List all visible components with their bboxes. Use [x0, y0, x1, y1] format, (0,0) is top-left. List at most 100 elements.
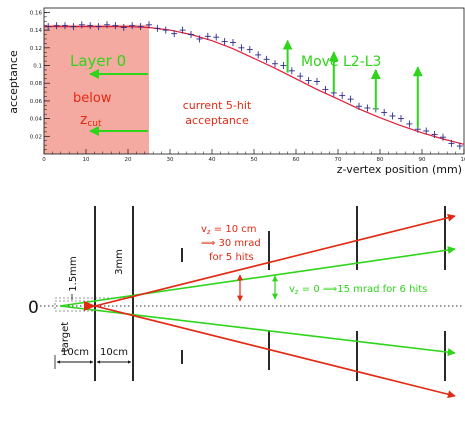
data-point	[305, 77, 312, 85]
data-point	[45, 23, 52, 31]
zcut-shaded-region	[44, 24, 149, 155]
red-track-label-2: ⟹ 30 mrad	[201, 238, 261, 249]
data-point	[448, 139, 455, 147]
data-point	[347, 95, 354, 103]
y-tick-label: 0.04	[30, 117, 43, 123]
data-point	[196, 35, 203, 43]
red-vertex-marker	[84, 301, 96, 311]
data-point	[246, 46, 253, 54]
data-point	[272, 60, 278, 68]
layer-geometry-diagram: 0 target 1.5mm 3mm 10cm 10cm vz = 10 cm …	[28, 206, 462, 399]
data-point	[238, 44, 245, 52]
data-point	[62, 22, 68, 30]
zcut-sub: cut	[87, 119, 102, 129]
y-tick-label: 0.06	[30, 99, 43, 105]
data-point	[188, 31, 194, 39]
acceptance-fit-curve	[44, 26, 465, 145]
origin-label: 0	[28, 298, 39, 318]
x-tick-label: 0	[42, 157, 46, 163]
data-point	[364, 104, 371, 112]
data-point	[146, 21, 152, 29]
data-point	[381, 108, 388, 116]
data-point	[322, 85, 329, 93]
x-tick-label: 80	[377, 157, 384, 163]
data-point	[440, 133, 446, 141]
data-point	[389, 112, 396, 120]
data-point	[406, 120, 413, 128]
move-layers-label: Move L2-L3	[301, 54, 381, 70]
data-point	[137, 23, 144, 31]
x-tick-label: 90	[419, 157, 426, 163]
dim-3mm-label: 3mm	[114, 249, 125, 275]
data-point	[162, 26, 169, 34]
x-tick-label: 40	[209, 157, 216, 163]
green-vz-main: v	[289, 284, 295, 295]
zcut-main: z	[80, 112, 87, 128]
below-label: below	[73, 91, 112, 106]
data-point	[213, 33, 220, 41]
data-point	[120, 23, 127, 31]
data-point	[423, 127, 430, 135]
x-tick-label: 10	[83, 157, 90, 163]
y-tick-label: 0.12	[30, 46, 42, 52]
data-point	[204, 32, 211, 40]
x-axis-label: z-vertex position (mm)	[337, 163, 462, 176]
data-point	[288, 67, 295, 75]
x-tick-label: 30	[167, 157, 174, 163]
data-point	[280, 62, 287, 70]
red-track-label-1: vz = 10 cm	[201, 224, 257, 236]
zcut-label: zcut	[80, 112, 102, 129]
data-point	[87, 22, 94, 30]
data-point	[154, 24, 161, 32]
y-tick-label: 0.14	[30, 28, 43, 34]
data-points	[45, 21, 463, 150]
y-tick-label: 0.02	[30, 134, 42, 140]
green-vz-sub: z	[295, 288, 299, 296]
red-track-upper	[94, 213, 456, 307]
data-point	[112, 22, 119, 30]
data-point	[297, 72, 304, 80]
y-tick-label: 0.16	[30, 10, 43, 16]
x-tick-label: 50	[251, 157, 258, 163]
data-point	[456, 142, 463, 150]
data-point	[356, 102, 362, 110]
current-acceptance-label-2: acceptance	[185, 114, 249, 127]
x-tick-label: 20	[125, 157, 132, 163]
data-point	[339, 92, 346, 100]
green-track-upper	[59, 246, 456, 307]
target-label: target	[60, 322, 71, 352]
data-point	[179, 26, 186, 34]
data-point	[398, 115, 404, 123]
y-axis-label: acceptance	[7, 50, 20, 114]
green-vz-rest: = 0 ⟹15 mrad for 6 hits	[299, 284, 428, 295]
data-point	[129, 22, 136, 30]
data-point	[431, 131, 438, 139]
data-point	[221, 38, 228, 46]
data-point	[70, 23, 77, 31]
data-point	[53, 22, 60, 30]
dim-1-5mm-label: 1.5mm	[68, 256, 79, 291]
x-tick-label: 60	[293, 157, 300, 163]
red-vz-sub: z	[207, 228, 211, 236]
y-tick-label: 0.1	[33, 64, 42, 70]
y-tick-label: 0.08	[30, 81, 43, 87]
data-point	[95, 23, 102, 31]
current-acceptance-label-1: current 5-hit	[183, 99, 252, 112]
data-point	[104, 21, 110, 29]
x-axis-ticks: 0 10 20 30 40 50 60 70 80 90 10	[42, 149, 465, 163]
x-tick-label: 70	[335, 157, 342, 163]
dim-10cm-a-label: 10cm	[61, 347, 89, 358]
data-point	[171, 30, 178, 38]
red-vz-rest: = 10 cm	[211, 224, 257, 235]
improvement-arrows	[282, 39, 423, 128]
y-axis-ticks: 0.02 0.04 0.06 0.08 0.1 0.12 0.14 0.16	[30, 10, 50, 150]
red-track-lower	[94, 305, 456, 399]
layer0-label: Layer 0	[70, 52, 126, 70]
dim-10cm-b-label: 10cm	[100, 347, 128, 358]
data-point	[255, 51, 262, 59]
green-track-label: vz = 0 ⟹15 mrad for 6 hits	[289, 284, 427, 296]
data-point	[314, 77, 320, 85]
x-tick-label: 10	[461, 157, 465, 163]
